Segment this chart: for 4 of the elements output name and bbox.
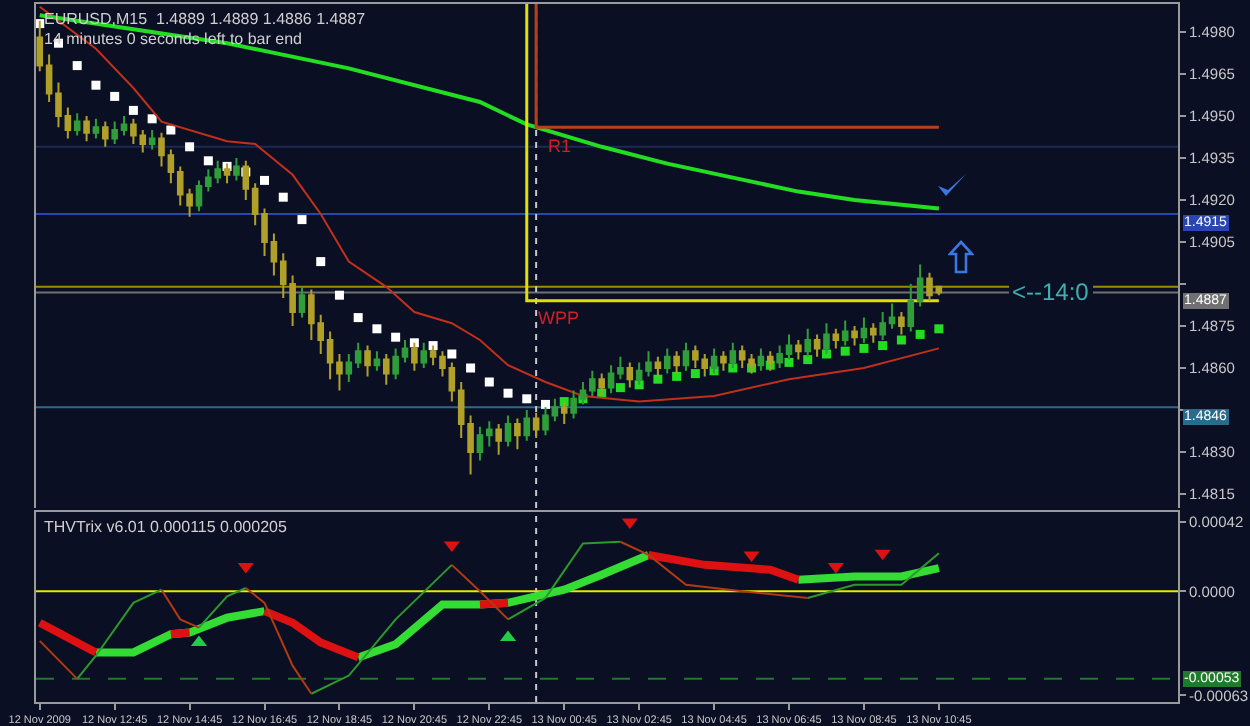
chart-title: THVTrix v6.01 0.000115 0.000205 (44, 518, 288, 536)
annotation: <--14:0 (1012, 278, 1090, 306)
series-label: WPP (538, 308, 580, 328)
series-label: R1 (548, 136, 572, 156)
